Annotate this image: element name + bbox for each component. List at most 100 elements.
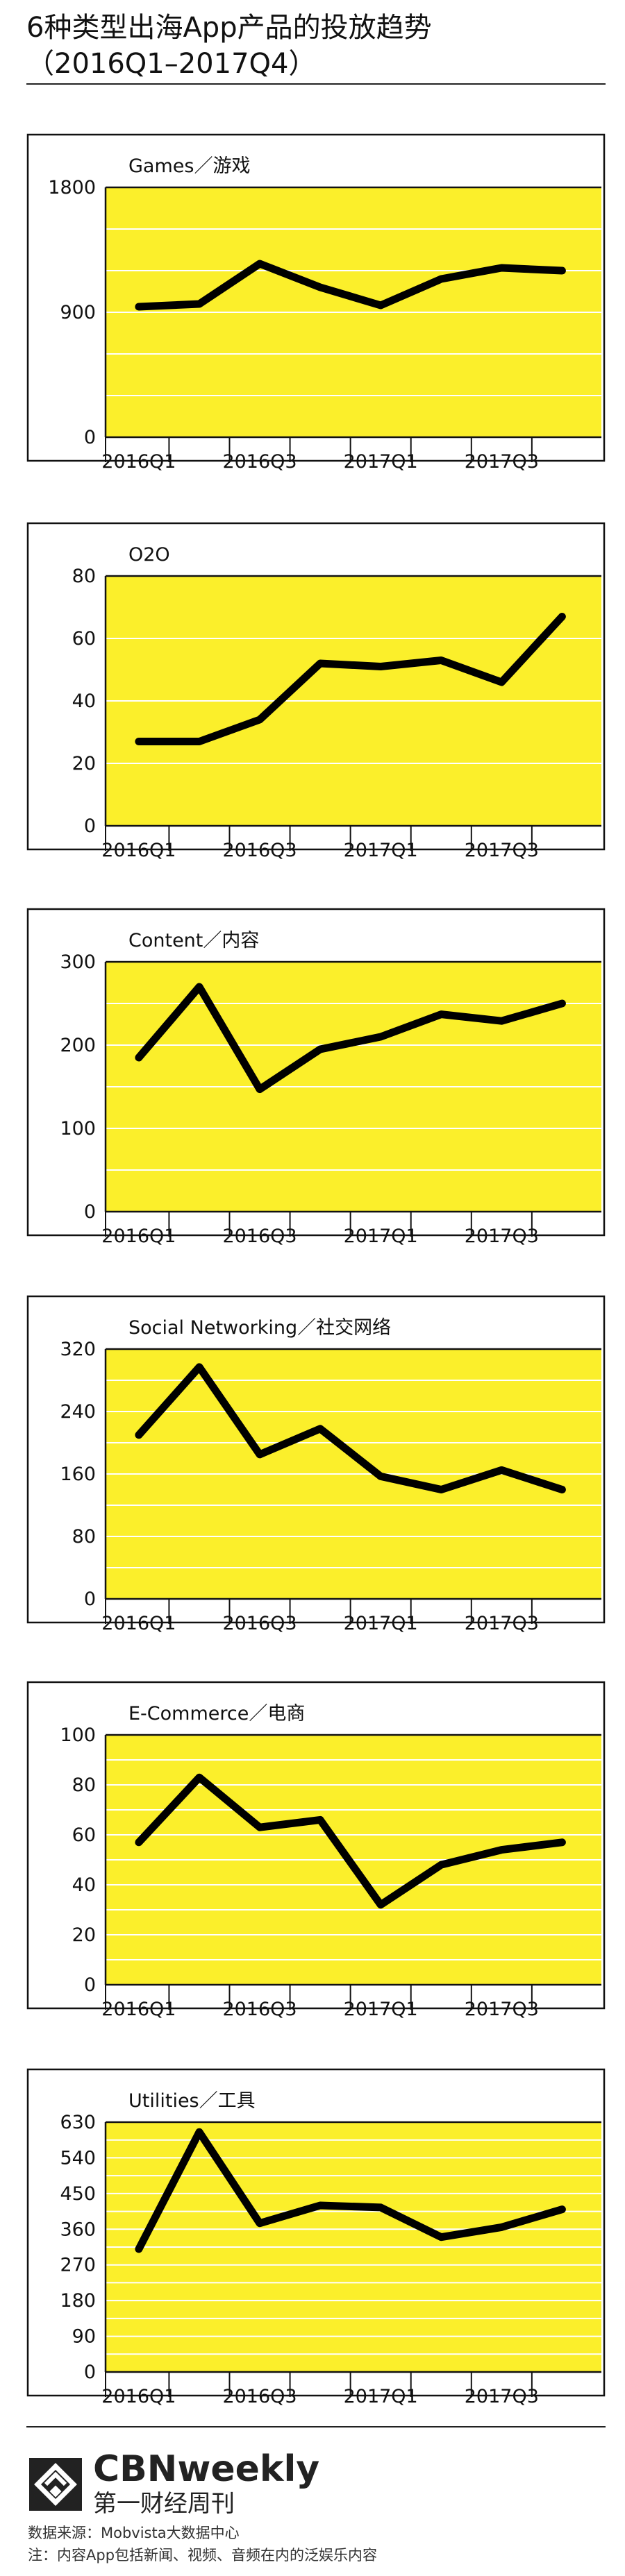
- y-tick-label: 360: [60, 2219, 96, 2240]
- panel-title: Social Networking／社交网络: [128, 1317, 391, 1339]
- y-tick-label: 60: [72, 1824, 96, 1846]
- data-point: [259, 1453, 261, 1455]
- y-tick-label: 40: [72, 690, 96, 712]
- x-tick-label: 2016Q1: [101, 451, 176, 473]
- panel-title: Utilities／工具: [128, 2090, 256, 2112]
- data-point: [440, 659, 442, 661]
- x-tick-label: 2017Q1: [344, 1226, 418, 1247]
- x-tick-label: 2017Q1: [344, 2386, 418, 2407]
- data-point: [319, 663, 322, 664]
- y-tick-label: 40: [72, 1874, 96, 1896]
- chart-panel-6: 0 90 180 270 360 450 540 630 2016Q1 2016Q3 2017Q1 2…: [26, 2068, 606, 2407]
- data-point: [138, 1057, 140, 1058]
- y-tick-label: 0: [84, 1588, 96, 1610]
- x-tick-label: 2017Q3: [465, 840, 539, 861]
- data-point: [561, 1003, 563, 1004]
- data-point: [319, 287, 322, 288]
- data-point: [319, 1819, 322, 1821]
- data-point: [138, 740, 140, 743]
- data-point: [561, 270, 563, 271]
- y-tick-label: 100: [60, 1118, 96, 1139]
- y-tick-label: 80: [72, 1526, 96, 1548]
- y-tick-label: 300: [60, 951, 96, 973]
- data-point: [259, 2222, 261, 2224]
- y-tick-label: 900: [60, 302, 96, 323]
- y-tick-label: 630: [60, 2112, 96, 2133]
- data-point: [440, 1489, 442, 1491]
- x-tick-label: 2017Q3: [465, 1226, 539, 1247]
- cbn-logo-icon: [29, 2458, 82, 2511]
- data-point: [319, 1049, 322, 1050]
- data-point: [198, 986, 200, 988]
- y-tick-label: 20: [72, 1924, 96, 1946]
- y-tick-label: 180: [60, 2290, 96, 2312]
- y-tick-label: 450: [60, 2183, 96, 2205]
- chart-panel-4: 0 80 160 240 320 2016Q1 2016Q3 2017Q1 2017Q3 Soci…: [26, 1295, 606, 1634]
- data-point: [259, 263, 261, 264]
- footer-divider: [26, 2426, 606, 2427]
- series-line: [135, 260, 566, 311]
- data-point: [440, 1864, 442, 1866]
- x-tick-label: 2016Q3: [222, 1226, 297, 1247]
- x-tick-label: 2016Q3: [222, 1999, 297, 2020]
- y-tick-label: 80: [72, 1774, 96, 1796]
- x-tick-label: 2016Q3: [222, 451, 297, 473]
- panel-title: O2O: [128, 544, 170, 566]
- data-point: [501, 267, 503, 269]
- page-title: 6种类型出海App产品的投放趋势 （2016Q1–2017Q4）: [26, 10, 603, 82]
- chart-panel-3: 0 100 200 300 2016Q1 2016Q3 2017Q1 2017Q3 Conten…: [26, 908, 606, 1247]
- y-tick-label: 0: [84, 1201, 96, 1223]
- y-tick-label: 20: [72, 753, 96, 774]
- data-point: [138, 306, 140, 307]
- data-point: [561, 1841, 563, 1843]
- x-tick-label: 2016Q1: [101, 2386, 176, 2407]
- data-point: [198, 1366, 200, 1368]
- data-point: [380, 1036, 382, 1037]
- y-tick-label: 0: [84, 1974, 96, 1996]
- x-tick-label: 2016Q1: [101, 840, 176, 861]
- panel-title: Content／内容: [128, 930, 259, 951]
- x-tick-label: 2017Q3: [465, 1999, 539, 2020]
- data-point: [198, 303, 200, 305]
- y-tick-label: 80: [72, 566, 96, 587]
- x-tick-label: 2017Q3: [465, 2386, 539, 2407]
- data-point: [501, 681, 503, 683]
- data-point: [138, 2248, 140, 2250]
- data-point: [138, 1841, 140, 1843]
- series-line: [135, 983, 566, 1094]
- series-line: [135, 2128, 566, 2253]
- data-point: [440, 278, 442, 280]
- y-tick-label: 0: [84, 815, 96, 837]
- chart-panel-5: 0 20 40 60 80 100 2016Q1 2016Q3 2017Q1 2017Q3 E-Co…: [26, 1681, 606, 2020]
- x-tick-label: 2017Q1: [344, 451, 418, 473]
- data-point: [198, 2131, 200, 2133]
- y-tick-label: 320: [60, 1339, 96, 1360]
- data-point: [501, 1020, 503, 1022]
- data-point: [259, 1827, 261, 1829]
- y-tick-label: 100: [60, 1725, 96, 1746]
- x-tick-label: 2017Q1: [344, 1999, 418, 2020]
- title-line-2: （2016Q1–2017Q4）: [26, 48, 317, 80]
- data-point: [259, 719, 261, 720]
- data-point: [319, 1427, 322, 1430]
- y-tick-label: 540: [60, 2147, 96, 2169]
- y-tick-label: 200: [60, 1035, 96, 1056]
- data-point: [138, 1434, 140, 1436]
- data-point: [380, 1475, 382, 1477]
- x-tick-label: 2016Q1: [101, 1613, 176, 1634]
- y-tick-label: 1800: [48, 177, 96, 198]
- y-tick-label: 0: [84, 427, 96, 448]
- x-tick-label: 2016Q1: [101, 1999, 176, 2020]
- y-tick-label: 0: [84, 2362, 96, 2383]
- y-tick-label: 60: [72, 628, 96, 650]
- data-point: [198, 1777, 200, 1779]
- y-tick-label: 270: [60, 2255, 96, 2276]
- data-point: [380, 2206, 382, 2208]
- x-tick-label: 2017Q3: [465, 1613, 539, 1634]
- x-tick-label: 2016Q3: [222, 1613, 297, 1634]
- title-line-1: 6种类型出海App产品的投放趋势: [26, 12, 432, 44]
- data-point: [380, 1904, 382, 1906]
- panel-title: E-Commerce／电商: [128, 1703, 305, 1725]
- series-line: [135, 1363, 566, 1493]
- data-point: [501, 1469, 503, 1471]
